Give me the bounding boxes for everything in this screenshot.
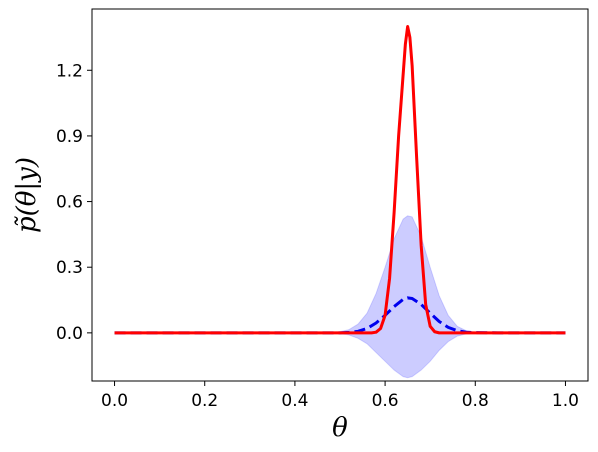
y-tick-label: 0.9 [56,127,83,147]
solid-series-line [114,25,566,335]
y-tick-label: 0.0 [56,324,83,344]
y-tick-label: 0.6 [56,193,83,213]
uncertainty-band [114,215,566,379]
plot-layer [114,25,566,379]
x-tick-label: 0.8 [462,391,489,411]
x-tick-label: 0.4 [281,391,308,411]
y-axis-ticks: 0.0 0.3 0.6 0.9 1.2 [56,61,92,344]
x-tick-label: 0.2 [191,391,218,411]
y-axis-label: p̃(θ|y) [12,157,42,233]
y-tick-label: 0.3 [56,258,83,278]
x-tick-label: 1.0 [552,391,579,411]
y-tick-label: 1.2 [56,61,83,81]
x-tick-label: 0.0 [101,391,128,411]
x-tick-label: 0.6 [372,391,399,411]
x-axis-label: θ [332,413,348,443]
plot-frame [91,8,589,382]
x-axis-ticks: 0.0 0.2 0.4 0.6 0.8 1.0 [101,381,579,411]
